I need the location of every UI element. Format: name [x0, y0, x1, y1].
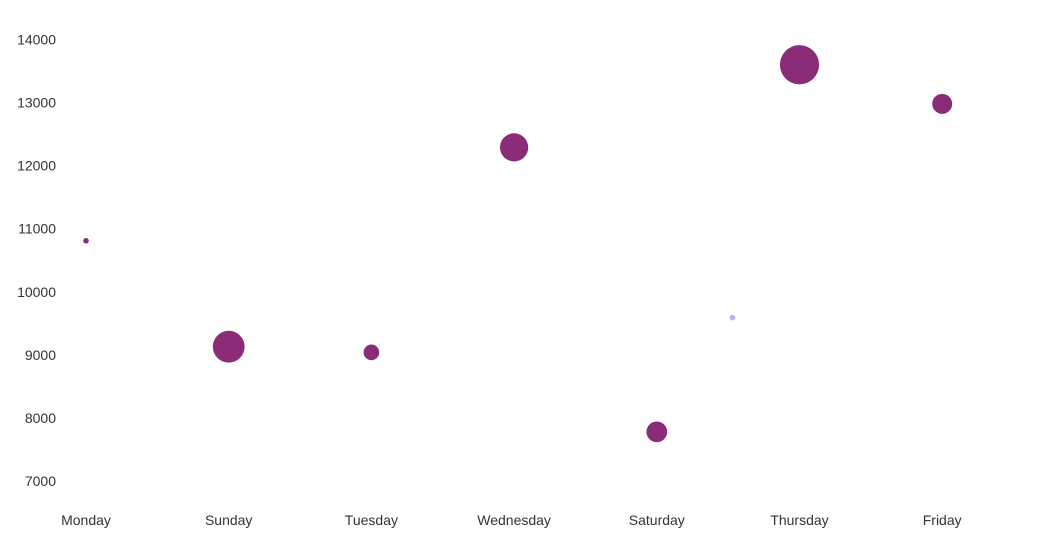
- bubble-point[interactable]: [83, 237, 89, 244]
- y-tick-label: 9000: [25, 347, 56, 363]
- bubble-point[interactable]: [646, 421, 668, 443]
- y-axis: 7000 8000 9000 10000 11000 12000 13000 14000: [17, 32, 56, 489]
- bubble-point[interactable]: [212, 330, 245, 363]
- y-tick-label: 10000: [17, 284, 56, 300]
- y-tick-label: 8000: [25, 410, 56, 426]
- bubble-point[interactable]: [499, 133, 529, 162]
- bubble-point[interactable]: [779, 45, 820, 85]
- x-tick-label: Sunday: [205, 512, 252, 528]
- x-tick-label: Wednesday: [477, 512, 551, 528]
- y-tick-label: 11000: [18, 221, 56, 237]
- x-tick-label: Thursday: [770, 512, 828, 528]
- y-tick-label: 12000: [17, 158, 56, 174]
- y-tick-label: 14000: [17, 32, 56, 48]
- x-axis: Monday Sunday Tuesday Wednesday Saturday Thur…: [61, 512, 962, 528]
- plot-area: [83, 45, 953, 443]
- x-tick-label: Saturday: [629, 512, 685, 528]
- bubble-point[interactable]: [729, 314, 736, 321]
- y-tick-label: 13000: [17, 95, 56, 111]
- x-tick-label: Tuesday: [345, 512, 398, 528]
- y-tick-label: 7000: [25, 473, 56, 489]
- bubble-point[interactable]: [363, 344, 380, 361]
- x-tick-label: Monday: [61, 512, 111, 528]
- bubble-point[interactable]: [932, 93, 953, 114]
- x-tick-label: Friday: [923, 512, 962, 528]
